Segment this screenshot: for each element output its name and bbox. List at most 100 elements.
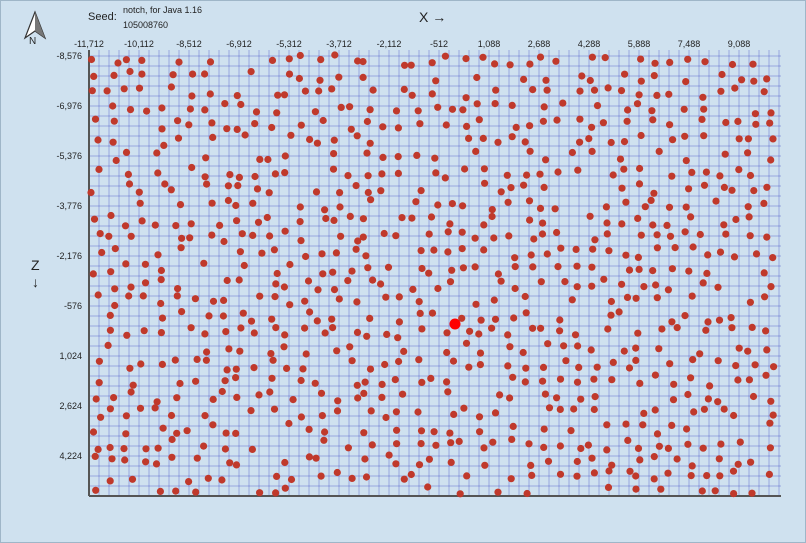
structure-marker[interactable] (409, 285, 417, 293)
structure-marker[interactable] (744, 347, 752, 355)
structure-marker[interactable] (763, 183, 771, 191)
structure-marker[interactable] (202, 154, 210, 162)
structure-marker[interactable] (626, 467, 634, 475)
structure-marker[interactable] (632, 344, 640, 352)
structure-marker[interactable] (321, 428, 329, 436)
structure-marker[interactable] (223, 366, 231, 374)
structure-marker[interactable] (123, 331, 131, 339)
structure-marker[interactable] (687, 213, 695, 221)
structure-marker[interactable] (235, 276, 243, 284)
structure-marker[interactable] (158, 125, 166, 133)
structure-marker[interactable] (715, 316, 724, 324)
structure-marker[interactable] (191, 295, 199, 303)
structure-marker[interactable] (507, 184, 515, 192)
structure-marker[interactable] (573, 378, 582, 386)
structure-marker[interactable] (333, 468, 341, 477)
structure-marker[interactable] (364, 188, 372, 197)
structure-marker[interactable] (222, 328, 230, 336)
structure-marker[interactable] (750, 187, 758, 195)
structure-marker[interactable] (167, 186, 175, 194)
structure-marker[interactable] (173, 429, 181, 437)
structure-marker[interactable] (488, 212, 496, 221)
structure-marker[interactable] (651, 371, 660, 379)
structure-marker[interactable] (330, 286, 339, 294)
structure-marker[interactable] (380, 229, 388, 238)
structure-marker[interactable] (412, 198, 420, 206)
structure-marker[interactable] (97, 413, 105, 421)
structure-marker[interactable] (154, 169, 162, 177)
structure-marker[interactable] (530, 235, 538, 243)
structure-marker[interactable] (635, 180, 644, 188)
structure-marker[interactable] (663, 221, 671, 229)
structure-marker[interactable] (690, 408, 698, 416)
structure-marker[interactable] (746, 232, 754, 240)
structure-marker[interactable] (618, 220, 626, 228)
structure-marker[interactable] (111, 285, 119, 293)
structure-marker[interactable] (408, 214, 416, 222)
structure-marker[interactable] (769, 411, 777, 419)
structure-marker[interactable] (651, 59, 659, 67)
structure-marker[interactable] (90, 215, 99, 223)
structure-marker[interactable] (95, 357, 103, 365)
structure-marker[interactable] (203, 348, 211, 356)
structure-marker[interactable] (285, 419, 293, 428)
structure-marker[interactable] (593, 363, 601, 371)
structure-marker[interactable] (394, 153, 402, 161)
structure-marker[interactable] (634, 253, 643, 261)
structure-marker[interactable] (588, 53, 597, 61)
structure-marker[interactable] (109, 102, 117, 110)
structure-marker[interactable] (458, 245, 466, 253)
structure-marker[interactable] (174, 285, 182, 293)
structure-marker[interactable] (651, 406, 659, 414)
structure-marker[interactable] (496, 391, 504, 399)
structure-marker[interactable] (222, 429, 230, 437)
structure-marker[interactable] (537, 324, 545, 332)
structure-marker[interactable] (504, 198, 512, 206)
structure-marker[interactable] (560, 342, 568, 350)
structure-marker[interactable] (471, 234, 479, 242)
structure-marker[interactable] (504, 362, 512, 370)
structure-marker[interactable] (683, 425, 691, 433)
structure-marker[interactable] (256, 489, 264, 497)
structure-marker[interactable] (696, 350, 704, 358)
structure-marker[interactable] (385, 451, 393, 459)
structure-marker[interactable] (704, 318, 712, 326)
structure-marker[interactable] (224, 182, 232, 190)
structure-marker[interactable] (142, 445, 150, 453)
structure-marker[interactable] (494, 138, 502, 146)
structure-marker[interactable] (337, 232, 345, 240)
structure-marker[interactable] (680, 105, 688, 113)
structure-marker[interactable] (727, 314, 735, 322)
structure-marker[interactable] (668, 318, 676, 326)
structure-marker[interactable] (503, 171, 511, 179)
structure-marker[interactable] (258, 249, 266, 257)
structure-marker[interactable] (236, 248, 244, 256)
structure-marker[interactable] (623, 117, 631, 125)
structure-marker[interactable] (274, 91, 282, 99)
structure-marker[interactable] (625, 266, 634, 274)
structure-marker[interactable] (157, 299, 165, 308)
structure-marker[interactable] (666, 360, 674, 368)
structure-marker[interactable] (306, 135, 314, 144)
structure-marker[interactable] (142, 458, 150, 466)
structure-marker[interactable] (542, 76, 550, 84)
structure-marker[interactable] (368, 441, 376, 449)
structure-marker[interactable] (348, 267, 356, 275)
structure-marker[interactable] (208, 199, 216, 207)
structure-marker[interactable] (172, 487, 180, 495)
structure-marker[interactable] (528, 471, 536, 479)
structure-marker[interactable] (226, 171, 234, 179)
structure-marker[interactable] (359, 233, 367, 241)
structure-marker[interactable] (225, 345, 233, 353)
structure-marker[interactable] (731, 84, 739, 92)
structure-marker[interactable] (353, 132, 361, 140)
structure-marker[interactable] (490, 234, 498, 242)
structure-marker[interactable] (447, 439, 455, 447)
structure-marker[interactable] (735, 344, 743, 352)
structure-marker[interactable] (749, 60, 757, 68)
structure-marker[interactable] (98, 248, 106, 257)
structure-marker[interactable] (363, 117, 371, 126)
structure-marker[interactable] (462, 94, 470, 102)
structure-marker[interactable] (271, 170, 279, 178)
structure-marker[interactable] (511, 284, 519, 293)
